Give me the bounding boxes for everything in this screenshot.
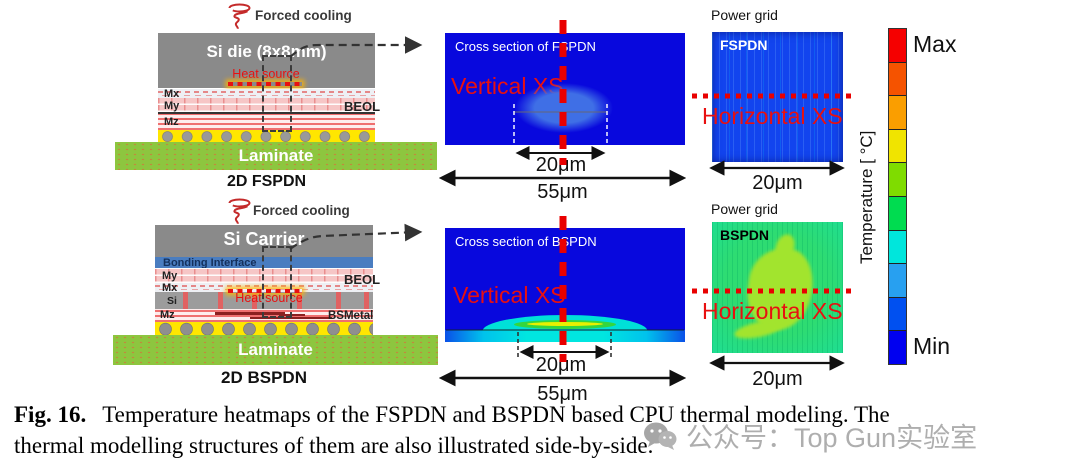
colorbar-segment (889, 230, 906, 265)
fspdn-power-grid-label: FSPDN (720, 37, 768, 53)
tsv-bar (364, 292, 369, 309)
tsv-bar (336, 292, 341, 309)
fspdn-beol-label: BEOL (344, 99, 381, 114)
colorbar-segment (889, 29, 906, 63)
fspdn-zoom-region-box (262, 55, 292, 132)
fspdn-layer-mz (158, 114, 375, 130)
bspdn-bsmetal-label: BSMetal (328, 310, 374, 322)
fspdn-xs-inner-dimension: 20μm (535, 154, 587, 176)
bspdn-si-carrier-label: Si Carrier (223, 229, 305, 249)
bspdn-bonding-interface (155, 257, 373, 268)
bspdn-cross-section-heatmap: Cross section of BSPDN Vertical XS (445, 228, 685, 342)
bspdn-mz-label: Mz (160, 309, 175, 321)
fspdn-laminate: Laminate (115, 142, 437, 170)
fspdn-cross-section-title: Cross section of FSPDN (455, 39, 596, 54)
tsv-bar (252, 292, 257, 309)
bspdn-beol-label: BEOL (344, 272, 381, 287)
bspdn-power-grid-heatmap: BSPDN (712, 222, 843, 353)
tornado-icon (228, 3, 251, 30)
colorbar-segment (889, 264, 906, 298)
fspdn-my-label: My (164, 100, 180, 112)
fspdn-laminate-label: Laminate (238, 146, 314, 165)
fspdn-hotspot-ellipse (515, 83, 613, 133)
bspdn-forced-cooling-label: Forced cooling (253, 203, 350, 218)
bspdn-xs-outer-dimension: 55μm (537, 383, 588, 405)
bspdn-my-label: My (162, 270, 178, 282)
fspdn-si-die (158, 33, 375, 88)
bspdn-si-label: Si (167, 295, 177, 307)
bspdn-power-grid-dimension: 20μm (752, 368, 803, 390)
bspdn-power-grid-title: Power grid (711, 201, 778, 217)
bspdn-laminate: Laminate (113, 335, 438, 365)
fspdn-xs-outer-dimension: 55μm (537, 181, 588, 203)
colorbar-segment (889, 163, 906, 197)
bspdn-mx-label: Mx (162, 282, 178, 294)
watermark: 公众号：Top Gun实验室 (643, 416, 977, 455)
wechat-icon (644, 422, 677, 450)
colorbar-segment (889, 331, 906, 364)
fspdn-heat-source-label: Heat source (232, 67, 300, 81)
bspdn-layer-my (155, 268, 373, 283)
bspdn-power-grid-label: BSPDN (720, 227, 770, 243)
fspdn-mx-label: Mx (164, 88, 180, 100)
fspdn-cross-section-heatmap: Cross section of FSPDN Vertical XS (445, 33, 685, 145)
bspdn-cross-section-title: Cross section of BSPDN (455, 234, 597, 249)
tsv-bar (297, 292, 302, 309)
fspdn-bump-layer (158, 130, 375, 142)
colorbar (888, 28, 907, 365)
colorbar-segment (889, 96, 906, 130)
fspdn-mz-label: Mz (164, 116, 179, 128)
colorbar-segment (889, 129, 906, 164)
watermark-text: 公众号：Top Gun实验室 (686, 423, 978, 453)
bspdn-bump-layer (155, 322, 373, 335)
fspdn-power-grid-title: Power grid (711, 7, 778, 23)
bspdn-zoom-region-box (262, 246, 292, 318)
tsv-bar (183, 292, 188, 309)
fspdn-layer-my (158, 98, 375, 114)
fspdn-forced-cooling-label: Forced cooling (255, 8, 352, 23)
bsmetal-trace (215, 312, 285, 315)
bspdn-hot-band (445, 330, 685, 342)
tornado-icon (228, 198, 251, 225)
bspdn-heat-source-line (228, 289, 302, 293)
bspdn-layer-si (155, 292, 373, 309)
colorbar-title: Temperature [ °C] (857, 130, 876, 264)
colorbar-segment (889, 62, 906, 97)
figure-caption: Fig. 16. Temperature heatmaps of the FSPD… (14, 399, 1060, 461)
colorbar-segment (889, 196, 906, 231)
fspdn-horizontal-xs-label: Horizontal XS (702, 103, 843, 129)
fspdn-power-grid-heatmap: FSPDN (712, 32, 843, 162)
tsv-bar (218, 292, 223, 309)
bspdn-schematic-caption: 2D BSPDN (221, 368, 307, 387)
bspdn-bonding-interface-label: Bonding Interface (163, 257, 257, 269)
colorbar-max-label: Max (913, 31, 957, 57)
bspdn-vertical-xs-label: Vertical XS (453, 282, 566, 308)
bspdn-heat-source-label: Heat source (235, 291, 303, 305)
fspdn-layer-mx (158, 89, 375, 98)
colorbar-segments (889, 29, 906, 364)
colorbar-min-label: Min (913, 333, 951, 359)
fspdn-power-grid-dimension: 20μm (752, 172, 803, 194)
bspdn-xs-inner-dimension: 20μm (535, 354, 587, 376)
bspdn-horizontal-xs-label: Horizontal XS (702, 298, 843, 324)
fspdn-heat-source-line (228, 82, 302, 86)
bspdn-laminate-label: Laminate (238, 340, 313, 359)
caption-line-1: Fig. 16. Temperature heatmaps of the FSPD… (14, 399, 1060, 430)
fspdn-schematic-caption: 2D FSPDN (226, 173, 307, 190)
bsmetal-trace (279, 314, 305, 316)
caption-figure-label: Fig. 16. (14, 402, 87, 427)
colorbar-segment (889, 297, 906, 332)
caption-text-line-2: thermal modelling structures of them are… (14, 433, 654, 458)
caption-text-line-1: Temperature heatmaps of the FSPDN and BS… (102, 402, 890, 427)
bspdn-hotspot-yellow-core (527, 321, 603, 326)
